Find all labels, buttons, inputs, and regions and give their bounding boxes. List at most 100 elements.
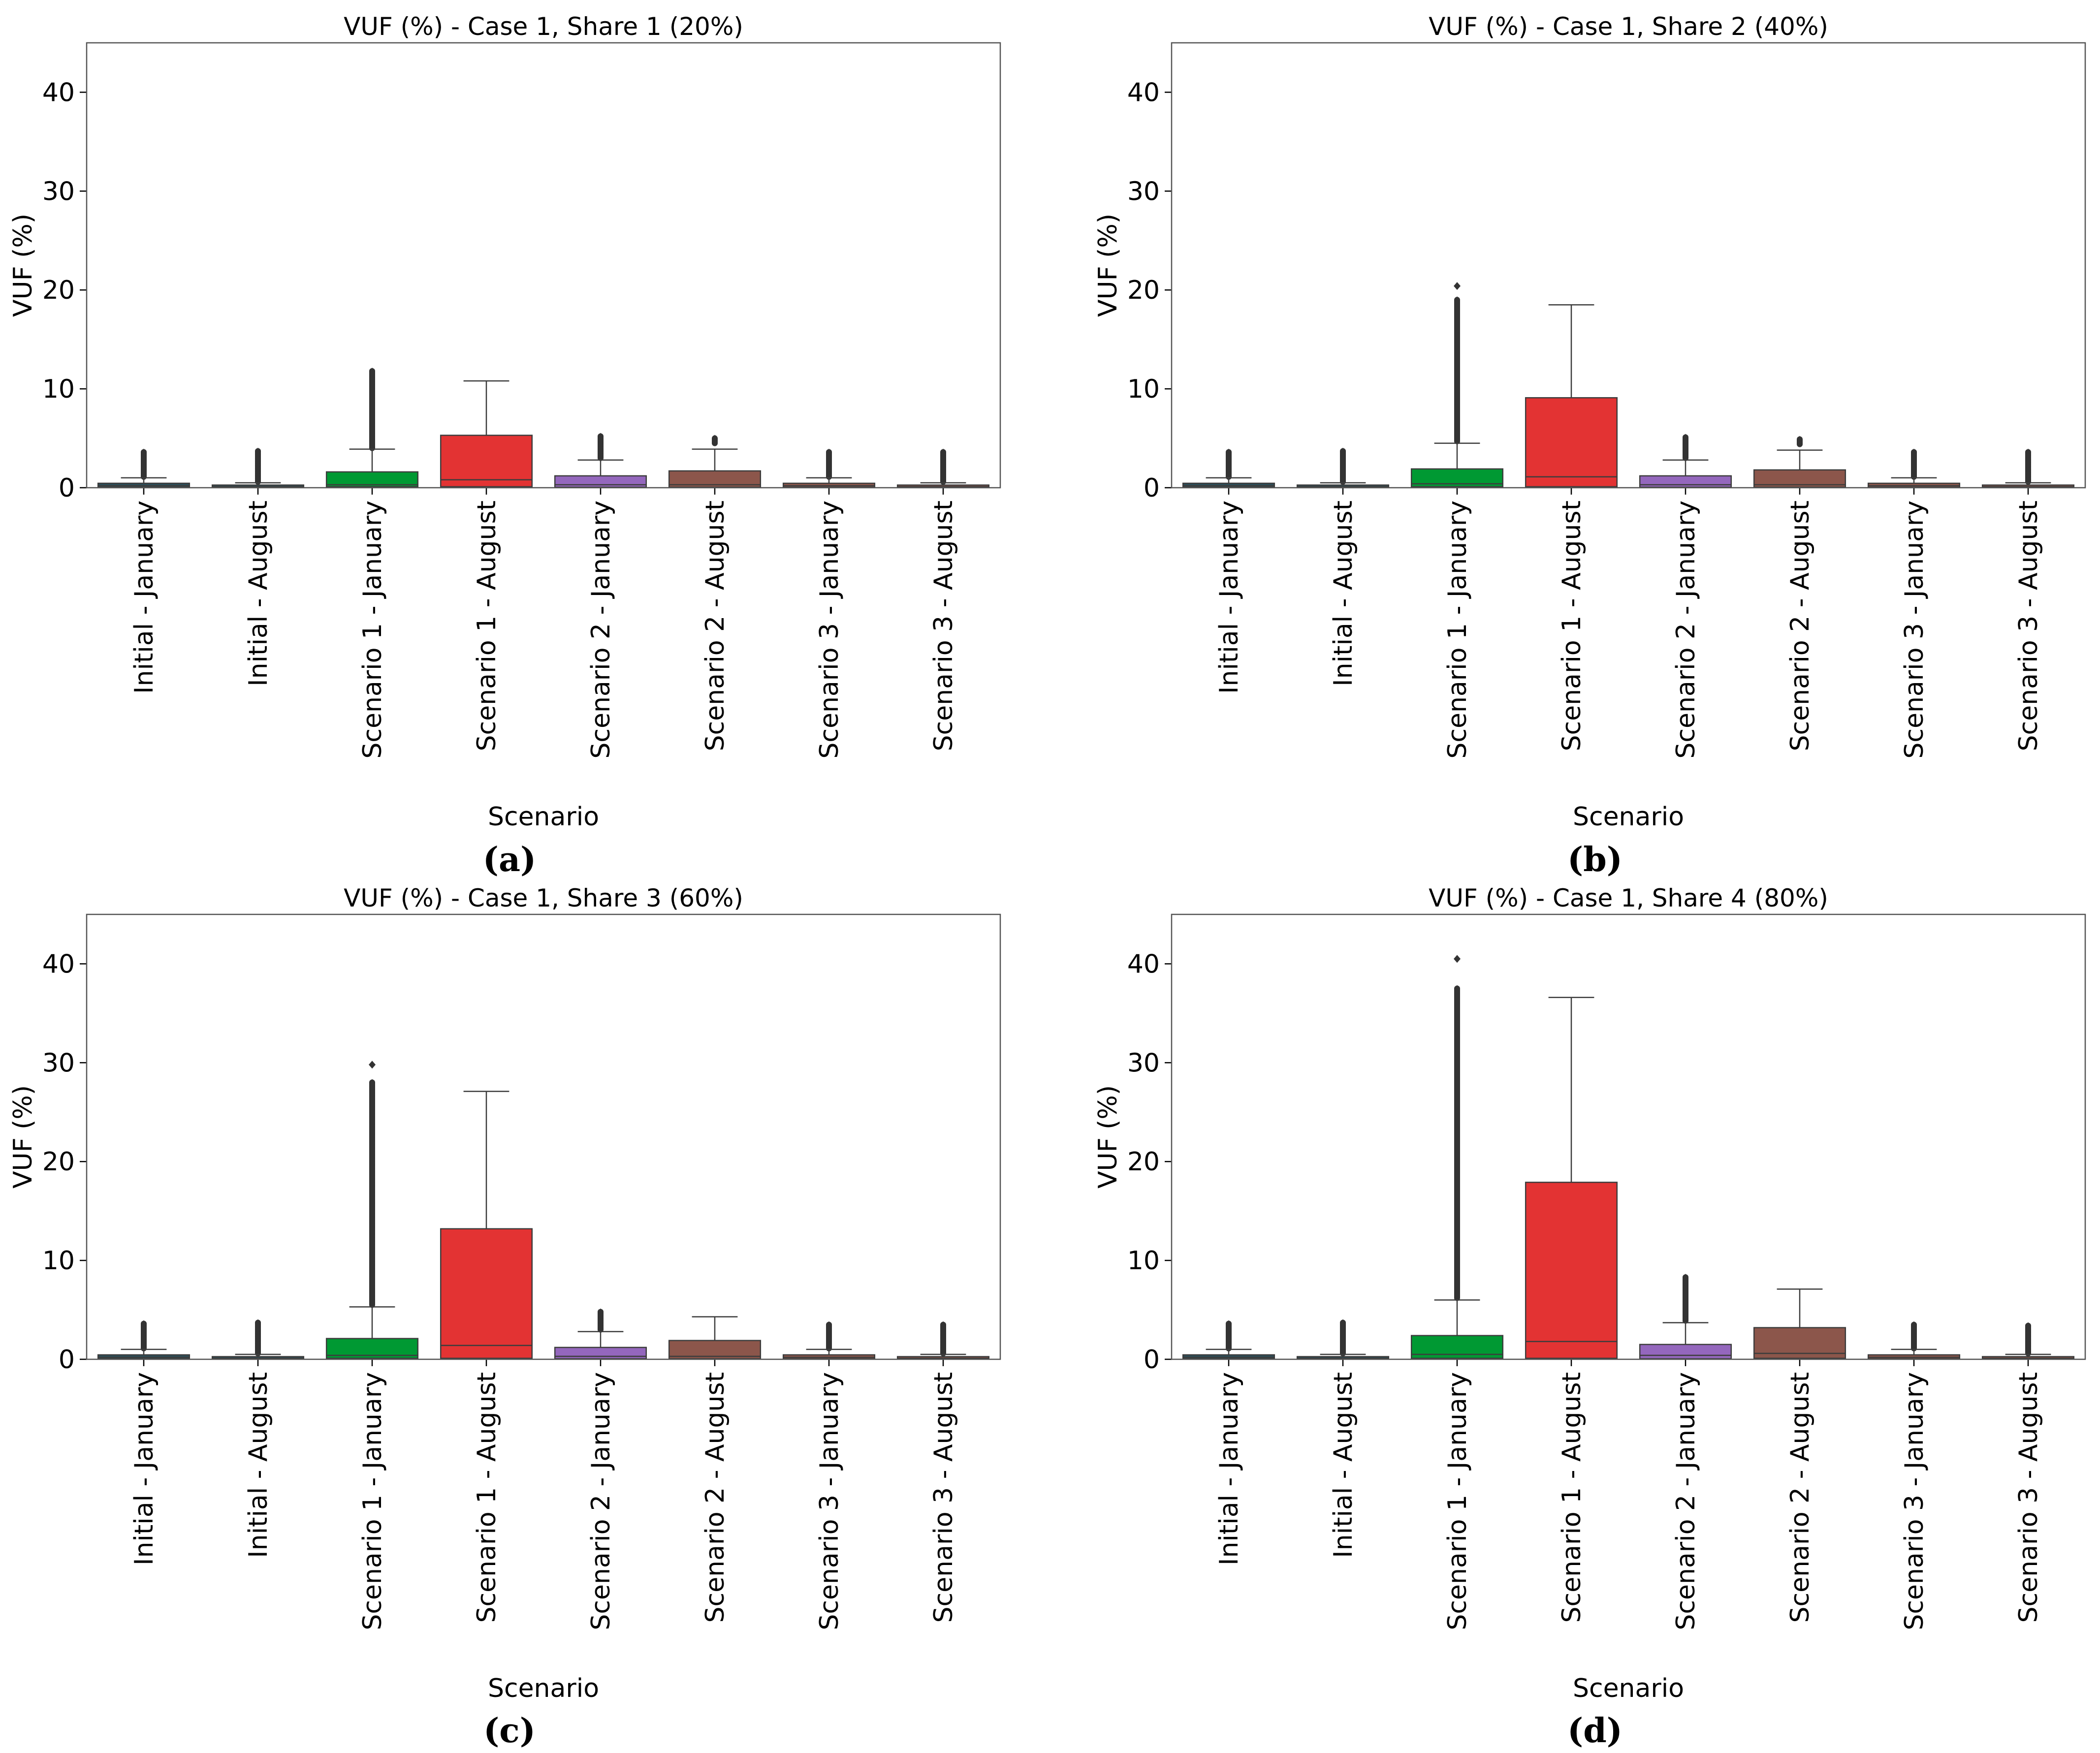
x-tick-label: Scenario 3 - August (929, 501, 958, 751)
box-6 (668, 1316, 762, 1360)
x-axis-label: Scenario (488, 1674, 599, 1703)
box-4 (440, 1091, 533, 1359)
outlier-marker (2025, 476, 2031, 483)
y-tick-label: 10 (1127, 1246, 1160, 1276)
x-axis-label: Scenario (1573, 802, 1684, 832)
panel-a: VUF (%) - Case 1, Share 1 (20%) 0 10 20 30 40… (8, 12, 1001, 879)
outlier-marker (1454, 955, 1461, 963)
x-tick-label: Scenario 2 - August (700, 1372, 730, 1623)
y-tick-label: 20 (42, 276, 75, 305)
y-axis-label: VUF (%) (8, 214, 38, 317)
y-axis-label: VUF (%) (1093, 1085, 1123, 1189)
y-tick-label: 30 (1127, 1048, 1160, 1078)
x-tick-label: Scenario 2 - January (1671, 1372, 1701, 1630)
box-3 (1410, 282, 1504, 488)
y-tick-label: 10 (42, 375, 75, 404)
y-tick-label: 0 (59, 1345, 75, 1375)
panel-caption: (b) (1567, 840, 1623, 879)
x-tick-label: Initial - January (1214, 501, 1244, 694)
x-tick-label: Initial - August (244, 1372, 273, 1558)
box-3 (325, 367, 419, 488)
box-2 (1296, 447, 1390, 488)
chart-title: VUF (%) - Case 1, Share 4 (80%) (1429, 884, 1828, 912)
box-iqr (554, 475, 647, 488)
box-iqr (554, 1346, 647, 1360)
box-2 (1296, 1319, 1390, 1360)
plot-frame (86, 913, 1001, 1360)
box-4 (1525, 304, 1618, 488)
x-tick-label: Initial - January (129, 501, 159, 694)
panel-caption: (d) (1567, 1711, 1623, 1751)
x-tick-label: Scenario 3 - January (815, 1372, 844, 1630)
x-tick-label: Scenario 1 - January (358, 1372, 387, 1630)
box-4 (440, 380, 533, 488)
outlier-marker (712, 438, 718, 445)
box-3 (1410, 955, 1504, 1359)
box-1 (97, 448, 191, 488)
box-1 (97, 1320, 191, 1360)
chart-title: VUF (%) - Case 1, Share 2 (40%) (1429, 12, 1828, 41)
x-tick-label: Scenario 1 - August (472, 501, 502, 751)
y-axis-label: VUF (%) (8, 1085, 38, 1189)
y-tick-label: 20 (1127, 276, 1160, 305)
outlier-marker (826, 1342, 832, 1349)
box-7 (1867, 1321, 1961, 1360)
box-2 (211, 447, 305, 488)
x-tick-label: Scenario 3 - January (1900, 1372, 1929, 1630)
outlier-marker (1454, 1291, 1460, 1299)
box-iqr (440, 435, 533, 488)
x-tick-label: Scenario 2 - January (1671, 501, 1701, 759)
plot-frame (1171, 913, 2086, 1360)
outlier-marker (1797, 439, 1803, 446)
x-tick-label: Scenario 3 - August (2014, 1372, 2043, 1623)
box-7 (782, 1321, 876, 1360)
panel-caption: (c) (483, 1711, 536, 1751)
x-tick-label: Scenario 1 - January (1443, 501, 1472, 759)
x-tick-label: Scenario 3 - January (1900, 501, 1929, 759)
outlier-marker (369, 1299, 375, 1307)
y-tick-label: 40 (1127, 949, 1160, 979)
box-iqr (1525, 397, 1618, 488)
x-tick-label: Initial - August (1329, 501, 1358, 687)
outlier-marker (1911, 1342, 1917, 1349)
y-tick-label: 0 (59, 473, 75, 503)
panel-d: VUF (%) - Case 1, Share 4 (80%) 0 10 20 30 40… (1093, 884, 2086, 1751)
x-tick-label: Scenario 2 - August (1785, 501, 1815, 751)
x-tick-label: Scenario 1 - January (358, 501, 387, 759)
y-tick-label: 10 (1127, 375, 1160, 404)
outlier-marker (255, 475, 261, 482)
x-tick-label: Scenario 2 - January (586, 501, 616, 759)
x-tick-label: Initial - January (129, 1372, 159, 1565)
box-1 (1182, 1320, 1275, 1360)
x-tick-label: Scenario 1 - January (1443, 1372, 1472, 1630)
y-tick-label: 20 (42, 1147, 75, 1177)
box-6 (1753, 1288, 1846, 1359)
x-tick-label: Initial - August (1329, 1372, 1358, 1558)
box-5 (1639, 1274, 1732, 1360)
x-tick-label: Scenario 1 - August (1557, 501, 1587, 751)
outlier-marker (598, 1325, 604, 1333)
box-5 (1639, 434, 1732, 488)
box-iqr (1525, 1182, 1618, 1359)
y-axis-label: VUF (%) (1093, 214, 1123, 317)
x-tick-label: Scenario 2 - August (1785, 1372, 1815, 1623)
panel-b: VUF (%) - Case 1, Share 2 (40%) 0 10 20 30 40… (1093, 12, 2086, 879)
box-7 (1867, 448, 1961, 488)
outlier-marker (1683, 1315, 1688, 1322)
x-tick-label: Scenario 3 - August (929, 1372, 958, 1623)
y-tick-label: 40 (1127, 78, 1160, 107)
y-tick-label: 30 (1127, 177, 1160, 206)
box-8 (1981, 448, 2075, 488)
y-tick-label: 0 (1144, 473, 1160, 503)
x-tick-label: Initial - August (244, 501, 273, 687)
x-tick-label: Scenario 1 - August (1557, 1372, 1587, 1623)
box-6 (668, 435, 762, 488)
panel-caption: (a) (483, 840, 536, 879)
y-tick-label: 30 (42, 1048, 75, 1078)
outlier-marker (1454, 282, 1461, 290)
box-2 (211, 1319, 305, 1360)
x-tick-label: Scenario 2 - January (586, 1372, 616, 1630)
x-tick-label: Scenario 1 - August (472, 1372, 502, 1623)
box-3 (325, 1061, 419, 1359)
